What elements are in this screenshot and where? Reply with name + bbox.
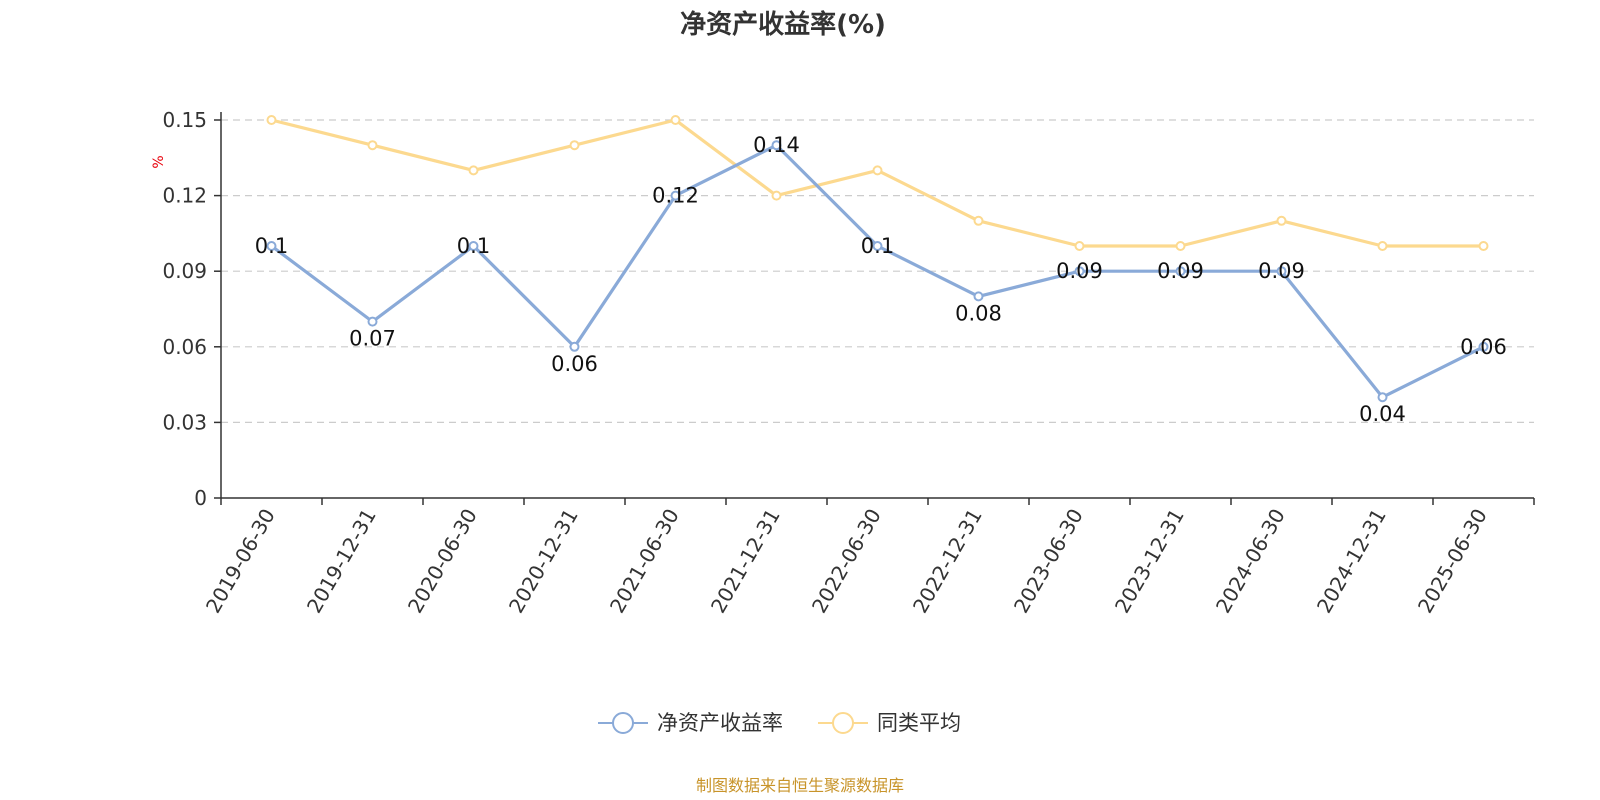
data-point [1478, 341, 1489, 352]
legend-item-roe[interactable]: 净资产收益率 [598, 711, 783, 735]
y-tick-label: 0.03 [162, 410, 207, 434]
data-label: 0.1 [457, 234, 490, 258]
data-point [266, 115, 277, 125]
data-label: 0.12 [652, 184, 699, 208]
data-label: 0.04 [1359, 402, 1406, 426]
legend-item-peer-average[interactable]: 同类平均 [818, 711, 961, 735]
x-tick-label: 2020-06-30 [403, 505, 482, 618]
data-point [1074, 241, 1085, 251]
chart-title: 净资产收益率(%) [680, 9, 886, 40]
y-axis-unit: % [151, 155, 167, 168]
x-tick-label: 2021-06-30 [605, 505, 684, 618]
data-point [569, 140, 580, 151]
data-point [872, 241, 883, 251]
axes: 0 0.03 0.06 0.09 0.12 0.15 2019-06-30 2019-12-3… [162, 108, 1535, 618]
data-point [1074, 266, 1085, 277]
data-label: 0.09 [1157, 259, 1204, 283]
data-point [1276, 215, 1287, 226]
data-point [367, 316, 378, 327]
data-point [1175, 266, 1186, 277]
x-tick-label: 2024-06-30 [1211, 505, 1290, 618]
data-label: 0.06 [551, 352, 598, 376]
data-label: 0.09 [1258, 259, 1305, 283]
data-label: 0.1 [861, 234, 894, 258]
data-point [1377, 241, 1388, 251]
data-label: 0.14 [753, 133, 800, 157]
data-point [771, 190, 782, 201]
legend-label: 同类平均 [877, 711, 961, 735]
legend-marker [612, 712, 634, 734]
legend-marker [832, 712, 854, 734]
x-tick-label: 2023-06-30 [1009, 505, 1088, 618]
source-note: 制图数据来自恒生聚源数据库 [696, 776, 904, 795]
y-tick-label: 0.09 [162, 259, 207, 283]
x-tick-label: 2019-06-30 [201, 505, 280, 618]
series-line-peer-average [271, 118, 1484, 248]
legend[interactable]: 净资产收益率 同类平均 [598, 711, 961, 735]
data-point [872, 165, 883, 176]
y-tick-label: 0 [194, 486, 207, 510]
x-tick-label: 2022-12-31 [908, 505, 987, 618]
grid-lines [221, 119, 1534, 423]
data-label: 0.08 [955, 301, 1002, 325]
data-point [1276, 266, 1287, 277]
data-point [670, 190, 681, 201]
data-point [1175, 241, 1186, 251]
x-tick-label: 2025-06-30 [1413, 505, 1492, 618]
y-tick-label: 0.15 [162, 108, 207, 132]
y-tick-label: 0.12 [162, 184, 207, 208]
x-tick-label: 2024-12-31 [1312, 505, 1391, 618]
data-label: 0.06 [1460, 335, 1507, 359]
data-label: 0.1 [255, 234, 288, 258]
x-tick-label: 2019-12-31 [302, 505, 381, 618]
y-tick-label: 0.06 [162, 335, 207, 359]
data-label: 0.07 [349, 327, 396, 351]
data-point [973, 291, 984, 302]
x-tick-label: 2022-06-30 [807, 505, 886, 618]
data-point [367, 140, 378, 151]
data-label: 0.09 [1056, 259, 1103, 283]
data-point [1478, 241, 1489, 251]
data-point [468, 241, 479, 251]
data-point [973, 215, 984, 226]
data-point [771, 140, 782, 151]
legend-label: 净资产收益率 [657, 711, 783, 735]
data-point [468, 165, 479, 176]
series-lines [266, 115, 1489, 403]
x-tick-label: 2020-12-31 [504, 505, 583, 618]
x-tick-label: 2023-12-31 [1110, 505, 1189, 618]
data-point [670, 115, 681, 125]
data-labels: 0.1 0.07 0.1 0.06 0.12 0.14 0.1 0.08 0.09 0.09 0.0… [255, 133, 1507, 426]
data-point [1377, 392, 1388, 403]
data-point [266, 241, 277, 251]
data-point [569, 341, 580, 352]
x-tick-label: 2021-12-31 [706, 505, 785, 618]
